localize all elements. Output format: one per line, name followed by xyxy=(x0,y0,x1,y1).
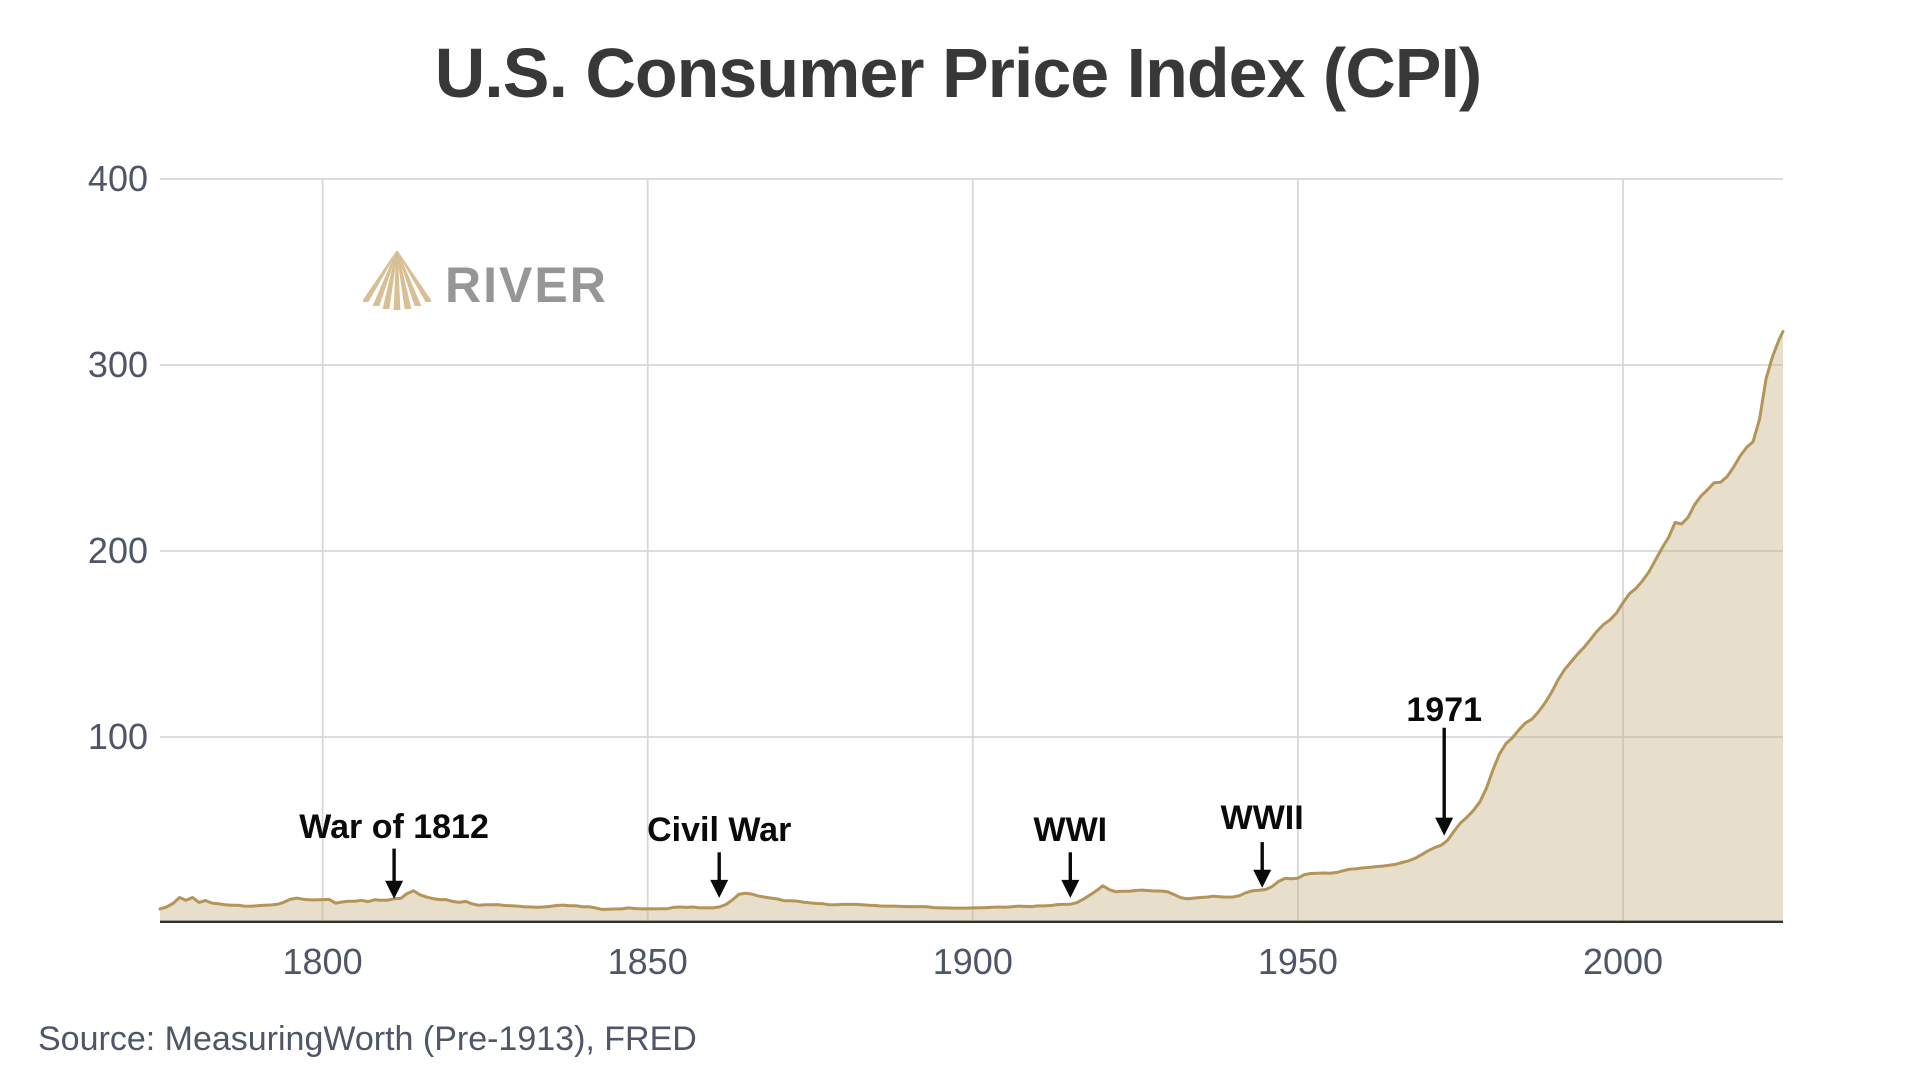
chart-title: U.S. Consumer Price Index (CPI) xyxy=(434,34,1482,112)
y-tick-label: 400 xyxy=(87,158,148,199)
x-tick-label: 1800 xyxy=(282,941,363,982)
river-logo-icon xyxy=(363,251,431,310)
x-tick-label: 1850 xyxy=(607,941,688,982)
x-tick-label: 1950 xyxy=(1257,941,1338,982)
river-logo-watermark: RIVER xyxy=(363,249,608,311)
cpi-area-chart xyxy=(158,178,1785,923)
plot-area xyxy=(158,178,1785,923)
x-tick-label: 1900 xyxy=(932,941,1013,982)
source-note: Source: MeasuringWorth (Pre-1913), FRED xyxy=(38,1020,697,1058)
river-logo-text: RIVER xyxy=(445,257,608,313)
y-tick-label: 100 xyxy=(87,716,148,757)
y-tick-label: 300 xyxy=(87,344,148,385)
x-tick-label: 2000 xyxy=(1582,941,1664,982)
y-tick-label: 200 xyxy=(87,530,148,571)
